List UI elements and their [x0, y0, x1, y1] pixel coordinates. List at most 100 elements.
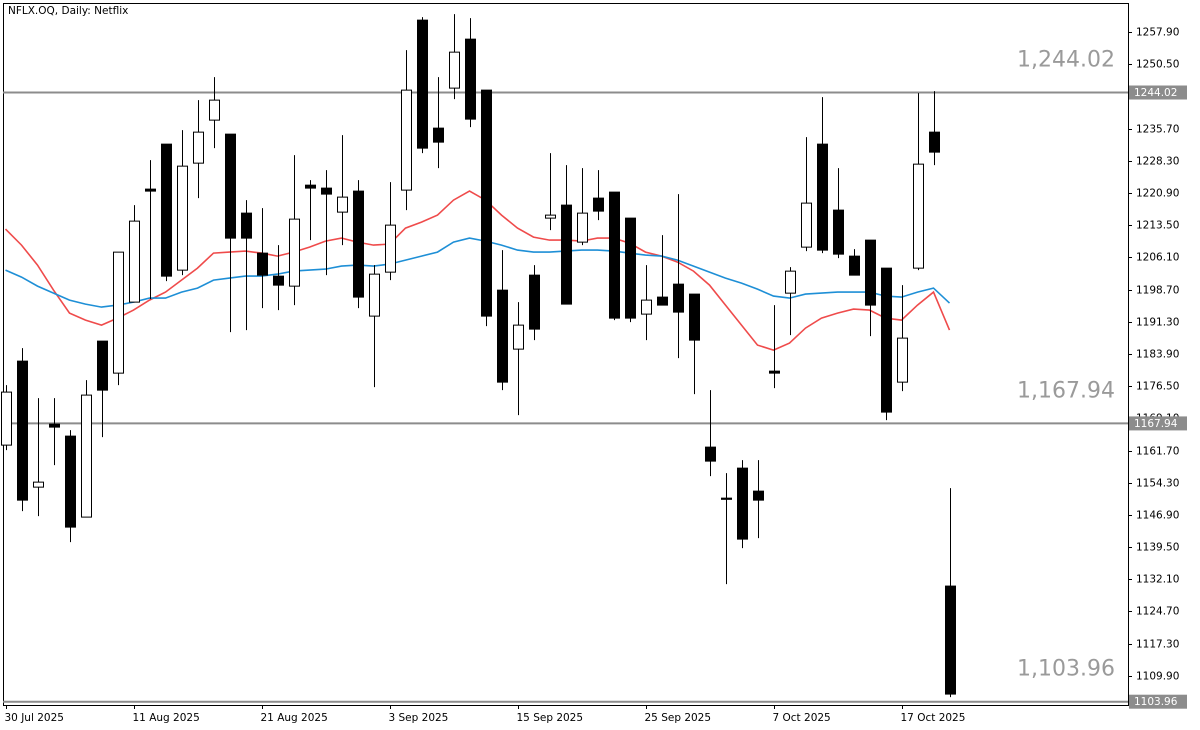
level-tag [1129, 694, 1187, 709]
candle-body [881, 267, 892, 413]
y-tick-label: 1124.70 [1136, 606, 1179, 618]
candle-body [465, 38, 476, 120]
y-tick-label: 1109.90 [1136, 671, 1179, 683]
candle-body [593, 197, 604, 212]
candle-body [721, 497, 732, 500]
x-tick-label: 25 Sep 2025 [645, 712, 712, 724]
candle-body [801, 202, 812, 248]
candle-body [417, 19, 428, 149]
candle-body [641, 299, 652, 315]
y-tick-label: 1257.90 [1136, 27, 1179, 39]
candle-body [785, 270, 796, 294]
candle-body [225, 133, 236, 239]
level-label: 1,244.02 [1017, 48, 1115, 73]
candle-body [625, 217, 636, 319]
moving-average [5, 237, 951, 308]
candle-body [209, 99, 220, 121]
x-tick-label: 21 Aug 2025 [261, 712, 328, 724]
candle-body [705, 446, 716, 462]
level-tag [1129, 416, 1187, 431]
candle-body [65, 435, 76, 528]
y-tick-label: 1117.30 [1136, 639, 1179, 651]
candle-body [49, 423, 60, 428]
candle-body [849, 255, 860, 276]
level-tag-label: 1103.96 [1134, 696, 1178, 708]
y-tick-label: 1250.50 [1136, 59, 1179, 71]
candle-body [113, 251, 124, 374]
level-label: 1,167.94 [1017, 378, 1115, 403]
candle-body [929, 131, 940, 153]
candle-body [145, 188, 156, 192]
y-tick-label: 1235.70 [1136, 124, 1179, 136]
candle-body [97, 340, 108, 391]
candle-body [401, 89, 412, 191]
candle-body [561, 204, 572, 305]
moving-average [4, 190, 951, 351]
y-tick-label: 1228.30 [1136, 156, 1179, 168]
candle-body [257, 252, 268, 276]
y-tick-label: 1191.30 [1136, 317, 1179, 329]
candle-body [321, 187, 332, 195]
candle-body [369, 273, 380, 317]
candle-body [1, 391, 12, 446]
candle-body [33, 481, 44, 488]
y-tick-label: 1183.90 [1136, 349, 1179, 361]
y-tick-label: 1146.90 [1136, 510, 1179, 522]
level-tag-label: 1244.02 [1134, 87, 1177, 99]
x-tick-label: 15 Sep 2025 [517, 712, 584, 724]
candle-body [673, 283, 684, 313]
candle-body [897, 337, 908, 383]
candle-body [865, 239, 876, 306]
y-tick-label: 1220.90 [1136, 188, 1179, 200]
candle-body [305, 184, 316, 189]
candle-body [337, 196, 348, 213]
candle-body [497, 289, 508, 383]
candle-body [241, 212, 252, 239]
candle-body [177, 165, 188, 271]
level-tag-label: 1167.94 [1134, 418, 1178, 430]
y-tick-label: 1161.70 [1136, 446, 1179, 458]
candle-body [689, 293, 700, 341]
candle-body [817, 143, 828, 251]
candle-body [833, 209, 844, 255]
y-tick-label: 1198.70 [1136, 285, 1179, 297]
candle-body [81, 394, 92, 518]
y-tick-label: 1154.30 [1136, 478, 1179, 490]
y-tick-label: 1176.50 [1136, 381, 1179, 393]
candle-body [17, 360, 28, 501]
candle-body [769, 370, 780, 374]
candle-body [577, 212, 588, 243]
x-tick-label: 11 Aug 2025 [133, 712, 200, 724]
y-tick-label: 1206.10 [1136, 252, 1179, 264]
candle-body [433, 127, 444, 143]
level-tag [1129, 85, 1187, 100]
chart-title: NFLX.OQ, Daily: Netflix [8, 5, 128, 17]
y-tick-label: 1132.10 [1136, 574, 1179, 586]
y-tick-label: 1213.50 [1136, 220, 1179, 232]
candle-body [657, 296, 668, 306]
candle-body [753, 490, 764, 501]
x-tick-label: 7 Oct 2025 [773, 712, 831, 724]
candle-body [353, 190, 364, 298]
candle-body [913, 163, 924, 269]
candle-body [545, 214, 556, 219]
candle-body [289, 218, 300, 287]
candle-body [385, 224, 396, 273]
candle-body [161, 143, 172, 277]
candle-body [481, 89, 492, 317]
level-label: 1,103.96 [1017, 657, 1115, 682]
candle-body [529, 274, 540, 330]
candle-body [129, 220, 140, 303]
x-tick-label: 30 Jul 2025 [5, 712, 64, 724]
candle-body [449, 51, 460, 89]
candle-body [945, 585, 956, 695]
x-tick-label: 3 Sep 2025 [389, 712, 449, 724]
candle-body [737, 467, 748, 540]
x-tick-label: 17 Oct 2025 [901, 712, 966, 724]
candle-body [193, 131, 204, 164]
y-tick-label: 1139.50 [1136, 542, 1179, 554]
candle-body [273, 275, 284, 286]
candle-body [513, 324, 524, 350]
